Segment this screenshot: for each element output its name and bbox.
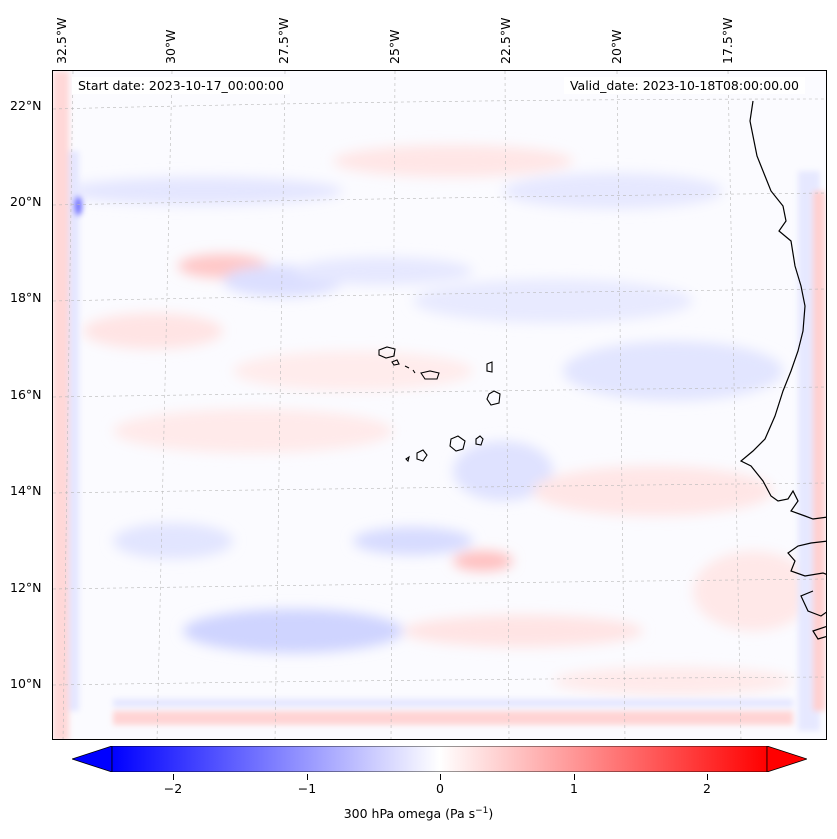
lon-label-30w: 30°W: [163, 29, 178, 64]
colorbar-title-close: ): [488, 806, 494, 822]
colorbar-min-extend: [72, 746, 113, 772]
colorbar-graphic: [72, 746, 807, 772]
map-panel: [52, 70, 827, 740]
lon-label-27-5w: 27.5°W: [276, 17, 291, 64]
start-date-label: Start date: 2023-10-17_00:00:00: [72, 77, 290, 94]
cape-verde-islands: [378, 346, 501, 463]
colorbar-title-text: 300 hPa omega (Pa s: [343, 806, 476, 822]
colorbar-max-extend: [766, 746, 807, 772]
lat-label-18n: 18°N: [10, 290, 42, 305]
colorbar-tick: [440, 774, 441, 780]
colorbar-tick: [173, 774, 174, 780]
lon-label-32-5w: 32.5°W: [54, 17, 69, 64]
colorbar-tick-label: −1: [297, 781, 317, 796]
colorbar-title-exponent: −1: [475, 806, 489, 816]
lon-label-22-5w: 22.5°W: [498, 17, 513, 64]
lat-label-10n: 10°N: [10, 676, 42, 691]
colorbar-title: 300 hPa omega (Pa s−1): [0, 806, 837, 821]
colorbar-tick-label: 2: [703, 781, 711, 796]
colorbar-tick-label: 1: [570, 781, 578, 796]
valid-date-label: Valid_date: 2023-10-18T08:00:00.00: [563, 77, 805, 94]
graticule: [53, 71, 826, 739]
lon-label-17-5w: 17.5°W: [720, 17, 735, 64]
colorbar-gradient: [111, 746, 768, 772]
lon-label-20w: 20°W: [609, 29, 624, 64]
lon-label-25w: 25°W: [387, 29, 402, 64]
lat-label-14n: 14°N: [10, 483, 42, 498]
lat-label-16n: 16°N: [10, 387, 42, 402]
lat-label-22n: 22°N: [10, 98, 42, 113]
colorbar: [72, 746, 807, 772]
lat-label-20n: 20°N: [10, 194, 42, 209]
colorbar-tick: [307, 774, 308, 780]
colorbar-tick-label: 0: [436, 781, 444, 796]
omega-field: [53, 71, 826, 739]
omega-shading: [63, 145, 813, 695]
africa-coastline: [739, 100, 826, 640]
boundary-artifacts: [53, 71, 825, 739]
colorbar-tick: [707, 774, 708, 780]
colorbar-tick: [574, 774, 575, 780]
colorbar-tick-label: −2: [163, 781, 183, 796]
lat-label-12n: 12°N: [10, 580, 42, 595]
